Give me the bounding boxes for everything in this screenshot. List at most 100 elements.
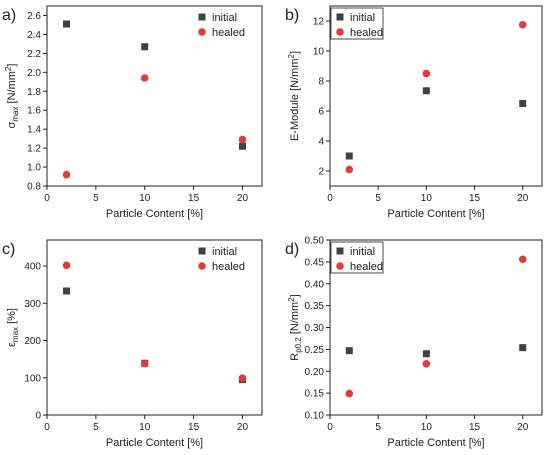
panel-a: 0 5 10 15 20 0.8 1.0 1.2 1.4 1.6 1.8 2.0 2.2 2.4 2.6 Pa… bbox=[2, 5, 263, 220]
x-axis-label: Particle Content [%] bbox=[387, 437, 484, 449]
legend-marker-healed bbox=[336, 28, 344, 36]
y-tick-label: 300 bbox=[24, 299, 41, 310]
x-tick-label: 5 bbox=[93, 422, 99, 433]
y-tick-label: 4 bbox=[318, 137, 324, 148]
y-tick-label: 0 bbox=[35, 411, 41, 422]
y-tick-label: 0.35 bbox=[305, 301, 325, 312]
data-point-healed bbox=[518, 255, 527, 264]
x-tick-label: 0 bbox=[44, 193, 50, 204]
x-tick-label: 10 bbox=[139, 422, 151, 433]
y-axis-label: Rp0.2 [N/mm2] bbox=[287, 294, 303, 361]
x-tick-label: 5 bbox=[375, 193, 381, 204]
data-point-healed bbox=[140, 359, 149, 368]
legend-label: initial bbox=[212, 12, 237, 24]
legend: initial healed bbox=[330, 7, 384, 40]
y-tick-label: 0.10 bbox=[305, 411, 325, 422]
x-tick-label: 15 bbox=[469, 422, 481, 433]
y-tick-label: 1.4 bbox=[27, 125, 41, 136]
data-point-healed bbox=[518, 20, 527, 29]
panel-label: b) bbox=[285, 7, 299, 24]
x-axis-label: Particle Content [%] bbox=[106, 208, 203, 220]
y-tick-label: 400 bbox=[24, 262, 41, 273]
data-point-healed bbox=[62, 170, 71, 179]
data-point-initial bbox=[345, 347, 353, 355]
y-tick-label: 2.0 bbox=[27, 68, 41, 79]
y-tick-label: 0.20 bbox=[305, 367, 325, 378]
data-point-initial bbox=[238, 142, 246, 150]
legend: initial healed bbox=[198, 12, 245, 39]
x-axis-label: Particle Content [%] bbox=[387, 208, 484, 220]
x-tick-label: 20 bbox=[517, 422, 529, 433]
y-tick-label: 2 bbox=[318, 167, 324, 178]
panel-b: 0 5 10 15 20 2 4 6 8 10 12 Particle Content [%] E-Mo… bbox=[285, 5, 543, 220]
legend-label: healed bbox=[350, 27, 383, 39]
plot-frame bbox=[46, 239, 263, 416]
y-tick-label: 12 bbox=[313, 17, 325, 28]
legend-marker-initial bbox=[198, 13, 206, 21]
y-tick-label: 2.4 bbox=[27, 30, 41, 41]
x-tick-label: 15 bbox=[469, 193, 481, 204]
y-tick-label: 2.2 bbox=[27, 49, 41, 60]
x-tick-label: 10 bbox=[139, 193, 151, 204]
legend-label: healed bbox=[350, 261, 383, 273]
x-tick-label: 10 bbox=[421, 193, 433, 204]
y-axis-label: E-Module [N/mm2] bbox=[287, 51, 301, 141]
data-point-initial bbox=[63, 287, 71, 295]
legend-marker-initial bbox=[198, 247, 206, 255]
y-tick-label: 0.25 bbox=[305, 345, 325, 356]
y-tick-label: 0.8 bbox=[27, 182, 41, 193]
y-tick-label: 6 bbox=[318, 107, 324, 118]
data-point-initial bbox=[519, 100, 527, 107]
data-point-healed bbox=[140, 74, 149, 82]
y-tick-label: 10 bbox=[313, 47, 325, 58]
data-point-healed bbox=[345, 165, 354, 174]
data-point-healed bbox=[422, 360, 431, 368]
data-point-initial bbox=[141, 43, 149, 51]
y-axis-label: σmax [N/mm2] bbox=[4, 64, 20, 129]
y-tick-label: 1.8 bbox=[27, 87, 41, 98]
y-tick-label: 0.45 bbox=[305, 257, 325, 268]
x-tick-label: 15 bbox=[188, 193, 200, 204]
data-point-initial bbox=[519, 344, 527, 352]
x-tick-label: 5 bbox=[375, 422, 381, 433]
y-axis-label: εmax [%] bbox=[6, 308, 20, 347]
legend-marker-initial bbox=[336, 13, 344, 21]
data-point-initial bbox=[63, 20, 71, 28]
panel-label: d) bbox=[285, 241, 299, 258]
legend-marker-healed bbox=[336, 262, 344, 270]
data-point-initial bbox=[422, 350, 430, 358]
legend: initial healed bbox=[198, 246, 245, 273]
data-point-healed bbox=[62, 261, 71, 270]
data-point-healed bbox=[238, 374, 247, 382]
legend-label: initial bbox=[350, 12, 375, 24]
y-tick-label: 1.2 bbox=[27, 144, 41, 155]
legend-marker-healed bbox=[198, 28, 206, 36]
y-tick-label: 0.50 bbox=[305, 236, 325, 247]
x-tick-label: 20 bbox=[237, 422, 249, 433]
legend-label: healed bbox=[212, 261, 245, 273]
panel-d: 0 5 10 15 20 0.10 0.15 0.20 0.25 0.30 0.35 0.40 0.45… bbox=[285, 236, 543, 449]
y-tick-label: 8 bbox=[318, 77, 324, 88]
data-point-healed bbox=[345, 389, 354, 398]
legend-label: initial bbox=[350, 246, 375, 258]
plot-frame bbox=[329, 5, 543, 187]
x-tick-label: 5 bbox=[93, 193, 99, 204]
y-tick-label: 1.6 bbox=[27, 106, 41, 117]
panel-label: c) bbox=[2, 241, 15, 258]
legend-label: healed bbox=[212, 27, 245, 39]
legend-marker-initial bbox=[336, 247, 344, 255]
x-tick-label: 0 bbox=[327, 193, 333, 204]
y-tick-label: 0.40 bbox=[305, 279, 325, 290]
data-point-healed bbox=[422, 69, 431, 78]
x-tick-label: 15 bbox=[188, 422, 200, 433]
y-tick-label: 0.15 bbox=[305, 389, 325, 400]
y-tick-label: 100 bbox=[24, 373, 41, 384]
panel-label: a) bbox=[2, 7, 16, 24]
plot-frame bbox=[46, 5, 263, 187]
x-tick-label: 20 bbox=[237, 193, 249, 204]
legend: initial healed bbox=[330, 241, 384, 274]
y-tick-label: 0.30 bbox=[305, 323, 325, 334]
data-point-initial bbox=[422, 87, 430, 95]
